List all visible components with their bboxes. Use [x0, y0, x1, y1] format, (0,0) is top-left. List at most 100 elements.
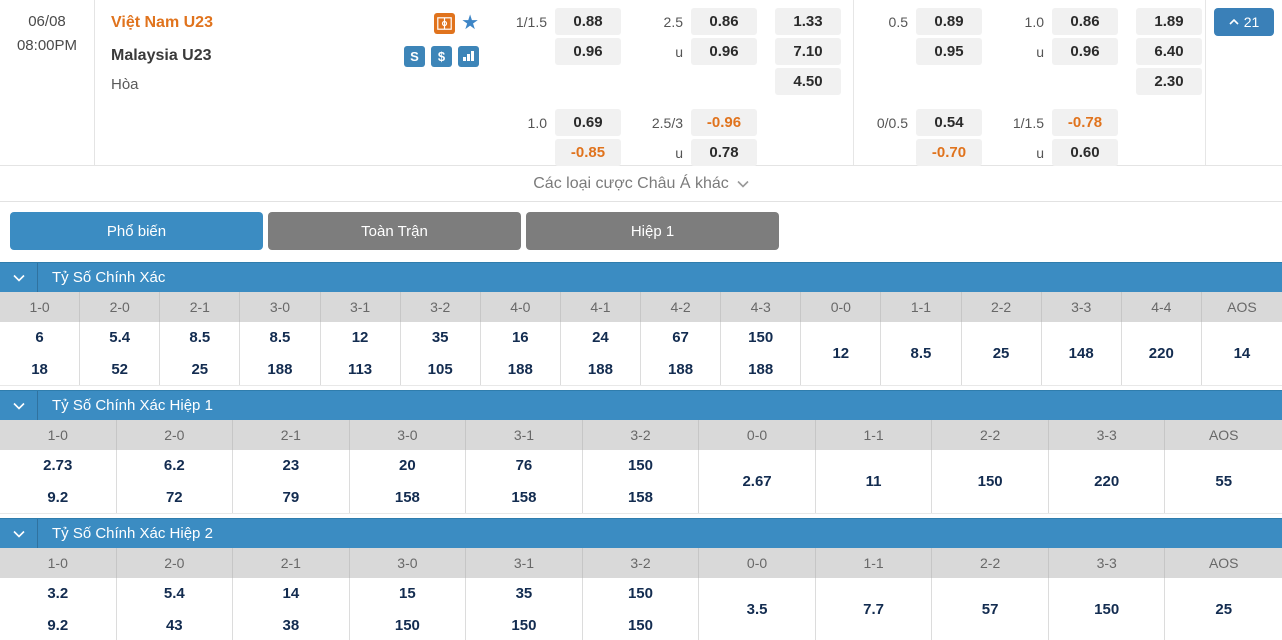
hdp-home-odds[interactable]: 0.89: [916, 8, 982, 35]
star-icon[interactable]: ★: [461, 12, 479, 34]
over-odds[interactable]: -0.78: [1052, 109, 1118, 136]
odds-value[interactable]: 72: [165, 488, 183, 506]
odds-value[interactable]: 6: [35, 329, 44, 347]
odds-value[interactable]: 24: [592, 329, 609, 347]
odds-value[interactable]: 158: [627, 488, 653, 506]
markets-count-button[interactable]: 21: [1214, 8, 1274, 36]
under-odds[interactable]: 0.96: [691, 38, 757, 65]
odds-value[interactable]: 5.4: [109, 329, 131, 347]
odds-value[interactable]: 9.2: [47, 616, 69, 634]
more-asian-bets-toggle[interactable]: Các loại cược Châu Á khác: [0, 165, 1282, 201]
home-win-odds[interactable]: 1.89: [1136, 8, 1202, 35]
odds-value[interactable]: 8.5: [189, 329, 211, 347]
odds-value[interactable]: 25: [992, 345, 1010, 362]
odds-value[interactable]: 16: [511, 329, 529, 347]
draw-odds[interactable]: 2.30: [1136, 68, 1202, 95]
over-odds[interactable]: -0.96: [691, 109, 757, 136]
under-odds[interactable]: 0.96: [1052, 38, 1118, 65]
odds-value[interactable]: 2.73: [43, 457, 73, 475]
odds-value[interactable]: 188: [507, 360, 533, 378]
odds-value[interactable]: 220: [1148, 345, 1174, 362]
odds-value[interactable]: 150: [511, 616, 537, 634]
odds-value[interactable]: 105: [427, 360, 453, 378]
odds-value[interactable]: 188: [587, 360, 613, 378]
odds-value[interactable]: 150: [1094, 601, 1120, 618]
odds-value[interactable]: 150: [394, 616, 420, 634]
odds-value[interactable]: 23: [282, 457, 300, 475]
odds-value[interactable]: 5.4: [163, 585, 185, 603]
odds-value[interactable]: 11: [865, 473, 882, 490]
odds-value[interactable]: 220: [1094, 473, 1120, 490]
odds-value[interactable]: 150: [977, 473, 1003, 490]
away-win-odds[interactable]: 6.40: [1136, 38, 1202, 65]
odds-value[interactable]: 67: [672, 329, 689, 347]
odds-value[interactable]: 12: [832, 345, 850, 362]
away-team-name[interactable]: Malaysia U23: [111, 47, 212, 64]
under-odds[interactable]: 0.78: [691, 139, 757, 166]
bar-chart-icon[interactable]: [458, 45, 479, 67]
pitch-icon[interactable]: [434, 12, 456, 34]
tab-pho-bien[interactable]: Phổ biến: [10, 212, 263, 250]
hdp-away-odds[interactable]: -0.85: [555, 139, 621, 166]
away-win-odds[interactable]: 7.10: [775, 38, 841, 65]
odds-value[interactable]: 52: [111, 360, 129, 378]
odds-value[interactable]: 2.67: [742, 473, 772, 490]
section-header[interactable]: Tỷ Số Chính Xác: [0, 262, 1282, 292]
chevron-down-icon[interactable]: [0, 519, 38, 548]
over-odds[interactable]: 0.86: [691, 8, 757, 35]
odds-value[interactable]: 79: [282, 488, 300, 506]
chevron-down-icon[interactable]: [0, 263, 38, 292]
tab-toan-tran[interactable]: Toàn Trận: [268, 212, 521, 250]
odds-value[interactable]: 35: [515, 585, 533, 603]
odds-value[interactable]: 38: [282, 616, 300, 634]
hdp-home-odds[interactable]: 0.69: [555, 109, 621, 136]
hdp-away-odds[interactable]: 0.95: [916, 38, 982, 65]
odds-value[interactable]: 8.5: [910, 345, 932, 362]
odds-value[interactable]: 188: [748, 360, 774, 378]
chevron-down-icon[interactable]: [0, 391, 38, 420]
draw-odds[interactable]: 4.50: [775, 68, 841, 95]
odds-value[interactable]: 25: [1215, 601, 1233, 618]
odds-value[interactable]: 57: [981, 601, 999, 618]
section-header[interactable]: Tỷ Số Chính Xác Hiệp 2: [0, 518, 1282, 548]
odds-value[interactable]: 6.2: [163, 457, 185, 475]
odds-value[interactable]: 150: [627, 616, 653, 634]
odds-value[interactable]: 8.5: [269, 329, 291, 347]
odds-value[interactable]: 3.5: [746, 601, 768, 618]
odds-value[interactable]: 14: [1233, 345, 1251, 362]
hdp-home-odds[interactable]: 0.54: [916, 109, 982, 136]
odds-value[interactable]: 113: [347, 360, 373, 378]
home-team-name[interactable]: Việt Nam U23: [111, 14, 213, 31]
odds-value[interactable]: 158: [394, 488, 420, 506]
odds-value[interactable]: 20: [399, 457, 416, 475]
odds-value[interactable]: 188: [267, 360, 293, 378]
odds-value[interactable]: 9.2: [47, 488, 69, 506]
under-odds[interactable]: 0.60: [1052, 139, 1118, 166]
odds-value[interactable]: 158: [511, 488, 537, 506]
odds-value[interactable]: 150: [627, 457, 653, 475]
odds-value[interactable]: 43: [165, 616, 183, 634]
odds-value[interactable]: 188: [668, 360, 694, 378]
odds-value[interactable]: 35: [431, 329, 449, 347]
odds-value[interactable]: 3.2: [47, 585, 69, 603]
odds-value[interactable]: 150: [748, 329, 774, 347]
odds-value[interactable]: 55: [1215, 473, 1233, 490]
hdp-away-odds[interactable]: -0.70: [916, 139, 982, 166]
section-header[interactable]: Tỷ Số Chính Xác Hiệp 1: [0, 390, 1282, 420]
odds-value[interactable]: 7.7: [863, 601, 885, 618]
tab-hiep-1[interactable]: Hiệp 1: [526, 212, 779, 250]
odds-value[interactable]: 15: [399, 585, 416, 603]
odds-value[interactable]: 150: [627, 585, 653, 603]
over-odds[interactable]: 0.86: [1052, 8, 1118, 35]
home-win-odds[interactable]: 1.33: [775, 8, 841, 35]
odds-value[interactable]: 18: [31, 360, 48, 378]
hdp-away-odds[interactable]: 0.96: [555, 38, 621, 65]
odds-value[interactable]: 25: [191, 360, 209, 378]
odds-value[interactable]: 148: [1068, 345, 1094, 362]
odds-value[interactable]: 14: [282, 585, 300, 603]
dollar-icon[interactable]: $: [431, 45, 452, 67]
odds-value[interactable]: 12: [351, 329, 369, 347]
odds-value[interactable]: 76: [515, 457, 533, 475]
s-icon[interactable]: S: [404, 45, 425, 67]
hdp-home-odds[interactable]: 0.88: [555, 8, 621, 35]
